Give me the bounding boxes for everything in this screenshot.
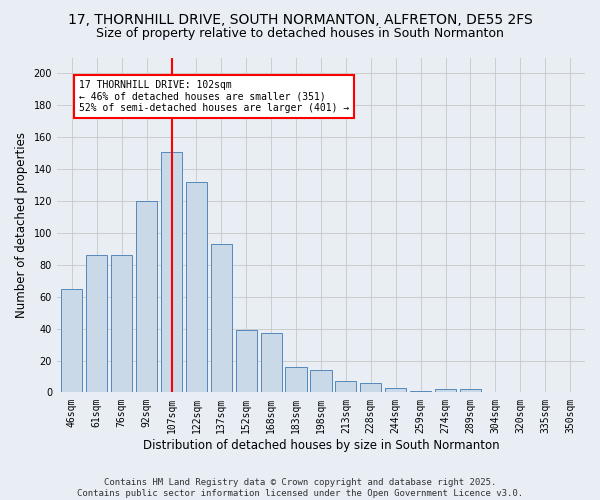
Bar [211,244,232,392]
Bar [86,256,107,392]
Y-axis label: Number of detached properties: Number of detached properties [15,132,28,318]
Text: Size of property relative to detached houses in South Normanton: Size of property relative to detached ho… [96,28,504,40]
Bar [360,383,382,392]
Bar [186,182,207,392]
Text: Contains HM Land Registry data © Crown copyright and database right 2025.
Contai: Contains HM Land Registry data © Crown c… [77,478,523,498]
Bar [385,388,406,392]
Text: 17 THORNHILL DRIVE: 102sqm
← 46% of detached houses are smaller (351)
52% of sem: 17 THORNHILL DRIVE: 102sqm ← 46% of deta… [79,80,350,113]
Bar [111,256,132,392]
Text: 17, THORNHILL DRIVE, SOUTH NORMANTON, ALFRETON, DE55 2FS: 17, THORNHILL DRIVE, SOUTH NORMANTON, AL… [68,12,532,26]
Bar [310,370,332,392]
Bar [161,152,182,392]
Bar [136,201,157,392]
Bar [286,367,307,392]
Bar [410,391,431,392]
Bar [61,289,82,393]
X-axis label: Distribution of detached houses by size in South Normanton: Distribution of detached houses by size … [143,440,499,452]
Bar [260,334,282,392]
Bar [435,390,456,392]
Bar [460,390,481,392]
Bar [335,382,356,392]
Bar [236,330,257,392]
